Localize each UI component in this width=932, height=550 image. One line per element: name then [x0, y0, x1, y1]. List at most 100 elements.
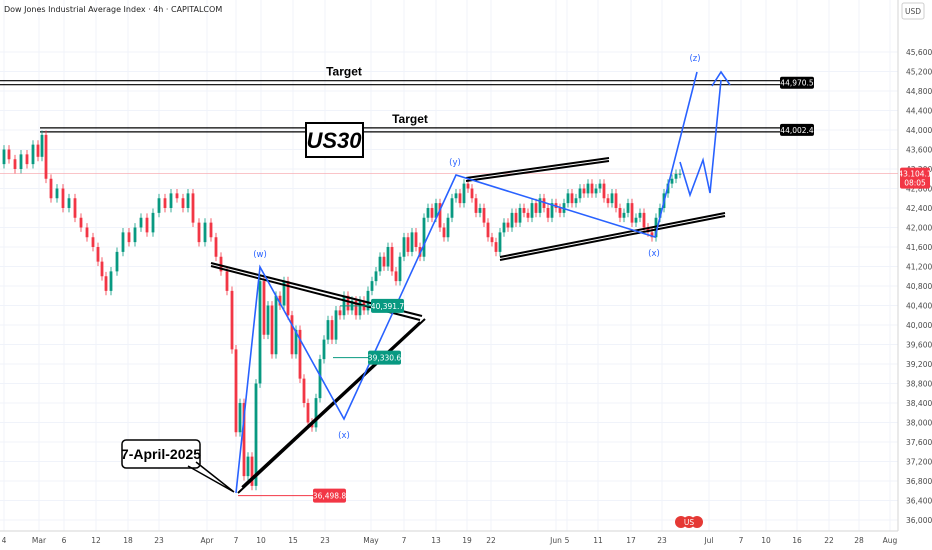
elliott-wave-path[interactable] [235, 71, 698, 494]
price-tag-label: 44,002.4 [780, 126, 814, 135]
candle-body [422, 217, 426, 257]
candle-body [61, 188, 65, 208]
candle-body [414, 232, 418, 247]
candle-body [578, 188, 582, 199]
x-tick-label: 19 [462, 536, 472, 545]
candle-body [638, 212, 642, 218]
time-axis[interactable]: 4 Mar 6 12 18 23 Apr 7 10 15 23 May 7 13 19 22 Jun 5 11 17 2… [2, 536, 898, 545]
x-tick-label: 7 [739, 536, 744, 545]
candle-body [100, 261, 104, 277]
y-tick-label: 42,000.0 [906, 224, 932, 233]
candle-body [139, 217, 143, 228]
candle-body [370, 281, 374, 291]
x-tick-label: 15 [288, 536, 298, 545]
candle-body [214, 237, 218, 257]
candle-body [13, 159, 17, 169]
chart-title: Dow Jones Industrial Average Index · 4h … [4, 5, 222, 14]
candle-body [590, 183, 594, 194]
target-lines[interactable]: Target Target [0, 65, 780, 133]
candle-body [378, 256, 382, 272]
wave-label: (z) [689, 54, 700, 64]
y-tick-label: 40,800.0 [906, 282, 932, 291]
candle-body [242, 403, 246, 477]
level-badge [368, 350, 401, 365]
candle-body [374, 271, 378, 282]
y-tick-label: 36,400.0 [906, 497, 932, 506]
candle-body [670, 178, 674, 184]
candle-body [157, 198, 161, 213]
price-tag [900, 176, 930, 189]
currency-box[interactable] [901, 2, 925, 20]
candle-body [490, 237, 494, 243]
projection-arrow-path[interactable] [679, 79, 722, 198]
candle-body [626, 203, 630, 213]
candle-body [434, 203, 438, 218]
candle-body [73, 198, 77, 218]
y-tick-label: 44,400.0 [906, 107, 932, 116]
x-tick-label: 11 [593, 536, 603, 545]
candle-body [658, 208, 662, 218]
date-callout-box [121, 439, 201, 469]
x-tick-label: 22 [486, 536, 496, 545]
price-tag-label: 08:05 [904, 179, 926, 188]
y-tick-label: 38,000.0 [906, 419, 932, 428]
candle-body [610, 193, 614, 204]
x-tick-label: May [363, 536, 379, 545]
x-tick-label: 10 [256, 536, 266, 545]
candle-body [286, 281, 290, 316]
x-tick-label: 22 [824, 536, 834, 545]
target-label: Target [392, 112, 428, 126]
x-tick-label: 16 [792, 536, 802, 545]
candle-body [526, 212, 530, 218]
level-label: 36,498.8 [313, 492, 347, 501]
y-tick-label: 45,600.0 [906, 48, 932, 57]
candle-body [430, 208, 434, 218]
y-tick-label: 42,400.0 [906, 204, 932, 213]
candle-body [109, 271, 113, 291]
price-axis[interactable]: 36,000.0 36,400.0 36,800.0 37,200.0 37,600.0… [906, 48, 932, 525]
y-tick-label: 39,200.0 [906, 360, 932, 369]
candle-body [530, 203, 534, 218]
x-tick-label: 13 [431, 536, 441, 545]
candle-body [338, 310, 342, 316]
candle-body [650, 232, 654, 238]
x-tick-label: 7 [234, 536, 239, 545]
candle-body [498, 232, 502, 252]
projection-arrow-head [711, 70, 731, 87]
y-tick-label: 44,000.0 [906, 126, 932, 135]
y-tick-label: 41,200.0 [906, 263, 932, 272]
candle-body [518, 208, 522, 223]
candle-body [534, 203, 538, 213]
candle-body [510, 212, 514, 228]
x-tick-label: 7 [402, 536, 407, 545]
channel-upper-line-inner [465, 160, 610, 182]
date-callout-label: 7-April-2025 [121, 446, 201, 462]
y-tick-label: 40,400.0 [906, 302, 932, 311]
triangle-lower-line [237, 318, 426, 494]
candle-body [538, 198, 542, 213]
x-tick-label: 17 [626, 536, 636, 545]
x-tick-label: 23 [657, 536, 667, 545]
candle-body [550, 203, 554, 218]
candle-body [390, 247, 394, 272]
candle-body [330, 320, 334, 340]
candle-body [570, 193, 574, 204]
y-tick-label: 40,000.0 [906, 321, 932, 330]
candle-body [91, 237, 95, 247]
candle-body [326, 320, 330, 340]
events-icon[interactable]: US [675, 516, 703, 528]
candle-body [266, 305, 270, 335]
x-tick-label: 6 [62, 536, 67, 545]
candle-body [574, 198, 578, 204]
candle-body [186, 193, 190, 208]
y-tick-label: 39,600.0 [906, 341, 932, 350]
candle-body [36, 144, 40, 157]
candle-body [494, 242, 498, 252]
candle-body [191, 193, 195, 223]
candle-body [346, 295, 350, 311]
candle-body [426, 208, 430, 218]
candle-body [446, 217, 450, 238]
candle-body [254, 383, 258, 486]
level-badge [313, 488, 346, 503]
